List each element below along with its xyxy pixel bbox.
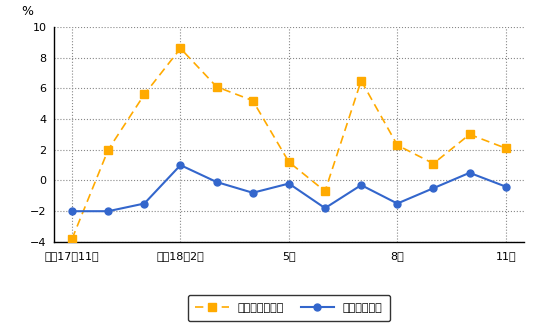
所定外労働時間 [177,46,184,50]
Line: 総実労働時間: 総実労働時間 [69,162,509,215]
所定外労働時間 [358,79,365,83]
所定外労働時間 [322,189,328,193]
総実労働時間 [322,206,328,210]
Text: %: % [21,5,33,18]
総実労働時間 [249,191,256,195]
総実労働時間 [394,202,401,206]
所定外労働時間 [503,146,509,150]
所定外労働時間 [105,148,111,152]
所定外労働時間 [286,160,292,164]
所定外労働時間 [69,237,75,241]
総実労働時間 [358,183,365,187]
所定外労働時間 [430,162,437,166]
総実労働時間 [467,171,473,175]
総実労働時間 [105,209,111,213]
所定外労働時間 [213,85,220,89]
Line: 所定外労働時間: 所定外労働時間 [68,44,510,243]
総実労働時間 [177,163,184,167]
所定外労働時間 [467,132,473,136]
総実労働時間 [213,180,220,184]
総実労働時間 [503,184,509,188]
総実労働時間 [141,202,147,206]
総実労働時間 [69,209,75,213]
所定外労働時間 [394,143,401,147]
所定外労働時間 [141,92,147,96]
所定外労働時間 [249,98,256,102]
総実労働時間 [430,186,437,190]
Legend: 所定外労働時間, 総実労働時間: 所定外労働時間, 総実労働時間 [187,295,390,321]
総実労働時間 [286,181,292,185]
